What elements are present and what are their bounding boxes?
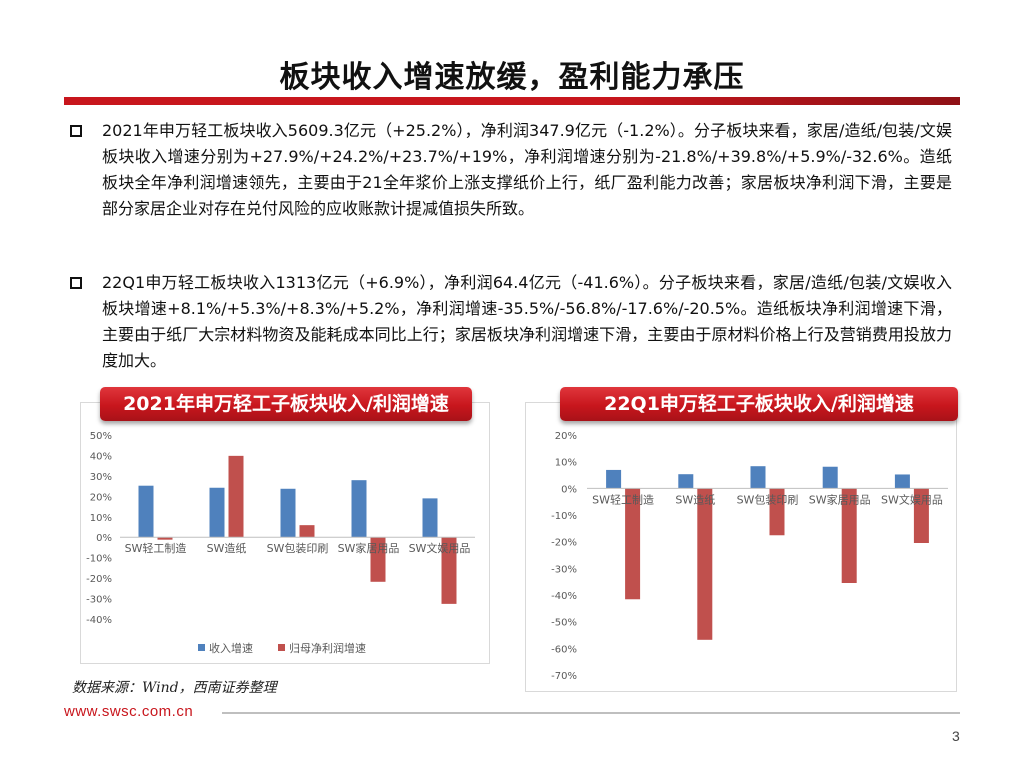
bar-revenue	[351, 480, 367, 538]
y-tick-label: 0%	[96, 533, 112, 544]
x-category-label: SW造纸	[675, 492, 715, 506]
title-underline	[64, 97, 960, 105]
y-tick-label: -10%	[86, 554, 112, 565]
bar-revenue	[606, 469, 622, 489]
y-tick-label: 30%	[90, 472, 112, 483]
y-tick-label: 50%	[90, 431, 112, 442]
y-tick-label: 10%	[555, 458, 577, 469]
y-tick-label: -60%	[551, 644, 577, 655]
x-category-label: SW轻工制造	[125, 541, 187, 555]
y-tick-label: 20%	[555, 431, 577, 442]
bar-revenue	[822, 466, 838, 489]
bar-revenue	[750, 466, 766, 489]
y-tick-label: -40%	[551, 591, 577, 602]
y-tick-label: 10%	[90, 513, 112, 524]
data-source-note: 数据来源：Wind，西南证券整理	[72, 680, 277, 696]
bullet-square-icon	[70, 277, 82, 289]
bar-profit	[697, 488, 713, 640]
bar-profit	[841, 488, 857, 583]
x-category-label: SW包装印刷	[737, 493, 799, 506]
bullet-square-icon	[70, 125, 82, 137]
x-category-label: SW家居用品	[809, 492, 871, 506]
bar-profit	[769, 488, 785, 536]
chart-right-title: 22Q1申万轻工子板块收入/利润增速	[560, 387, 958, 421]
page-number: 3	[952, 728, 960, 744]
bar-revenue	[894, 474, 910, 489]
bar-profit	[157, 537, 173, 540]
legend-label: 归母净利润增速	[289, 641, 366, 655]
bar-revenue	[422, 498, 438, 538]
bar-revenue	[138, 485, 154, 538]
y-tick-label: -50%	[551, 618, 577, 629]
bar-profit	[370, 537, 386, 582]
y-tick-label: -30%	[551, 564, 577, 575]
x-category-label: SW文娱用品	[881, 492, 943, 506]
footer-divider	[222, 712, 960, 714]
bar-profit	[299, 525, 315, 538]
legend-label: 收入增速	[209, 641, 253, 655]
y-tick-label: -30%	[86, 595, 112, 606]
bar-revenue	[678, 474, 694, 489]
bar-profit	[228, 455, 244, 538]
x-category-label: SW造纸	[207, 541, 247, 555]
x-category-label: SW家居用品	[338, 541, 400, 555]
y-tick-label: -70%	[551, 671, 577, 682]
page-title: 板块收入增速放缓，盈利能力承压	[279, 60, 745, 95]
chart-right-panel	[525, 402, 957, 692]
y-tick-label: 0%	[561, 484, 577, 495]
bullet-2021-text: 2021年申万轻工板块收入5609.3亿元（+25.2%），净利润347.9亿元…	[102, 121, 952, 218]
y-tick-label: -20%	[86, 574, 112, 585]
bar-profit	[625, 488, 641, 600]
footer-website: www.swsc.com.cn	[64, 703, 194, 720]
x-category-label: SW轻工制造	[592, 492, 654, 506]
y-tick-label: -20%	[551, 538, 577, 549]
legend-swatch	[278, 644, 285, 651]
chart-left-title: 2021年申万轻工子板块收入/利润增速	[100, 387, 472, 421]
y-tick-label: 40%	[90, 451, 112, 462]
bar-revenue	[280, 488, 296, 538]
chart-left: -40% -30% -20% -10% 0% 10% 20% 30% 40% 50% SW轻工制造 S…	[86, 431, 475, 655]
y-tick-label: -10%	[551, 511, 577, 522]
bullet-22q1-text: 22Q1申万轻工板块收入1313亿元（+6.9%），净利润64.4亿元（-41.…	[102, 273, 952, 370]
bar-profit	[441, 537, 457, 604]
x-category-label: SW文娱用品	[409, 541, 471, 555]
legend-swatch	[198, 644, 205, 651]
y-tick-label: 20%	[90, 492, 112, 503]
y-tick-label: -40%	[86, 615, 112, 626]
bar-profit	[913, 488, 929, 543]
bar-revenue	[209, 487, 225, 538]
chart-right: -70% -60% -50% -40% -30% -20% -10% 0% 10% 20% SW轻工…	[551, 431, 948, 682]
x-category-label: SW包装印刷	[267, 542, 329, 555]
